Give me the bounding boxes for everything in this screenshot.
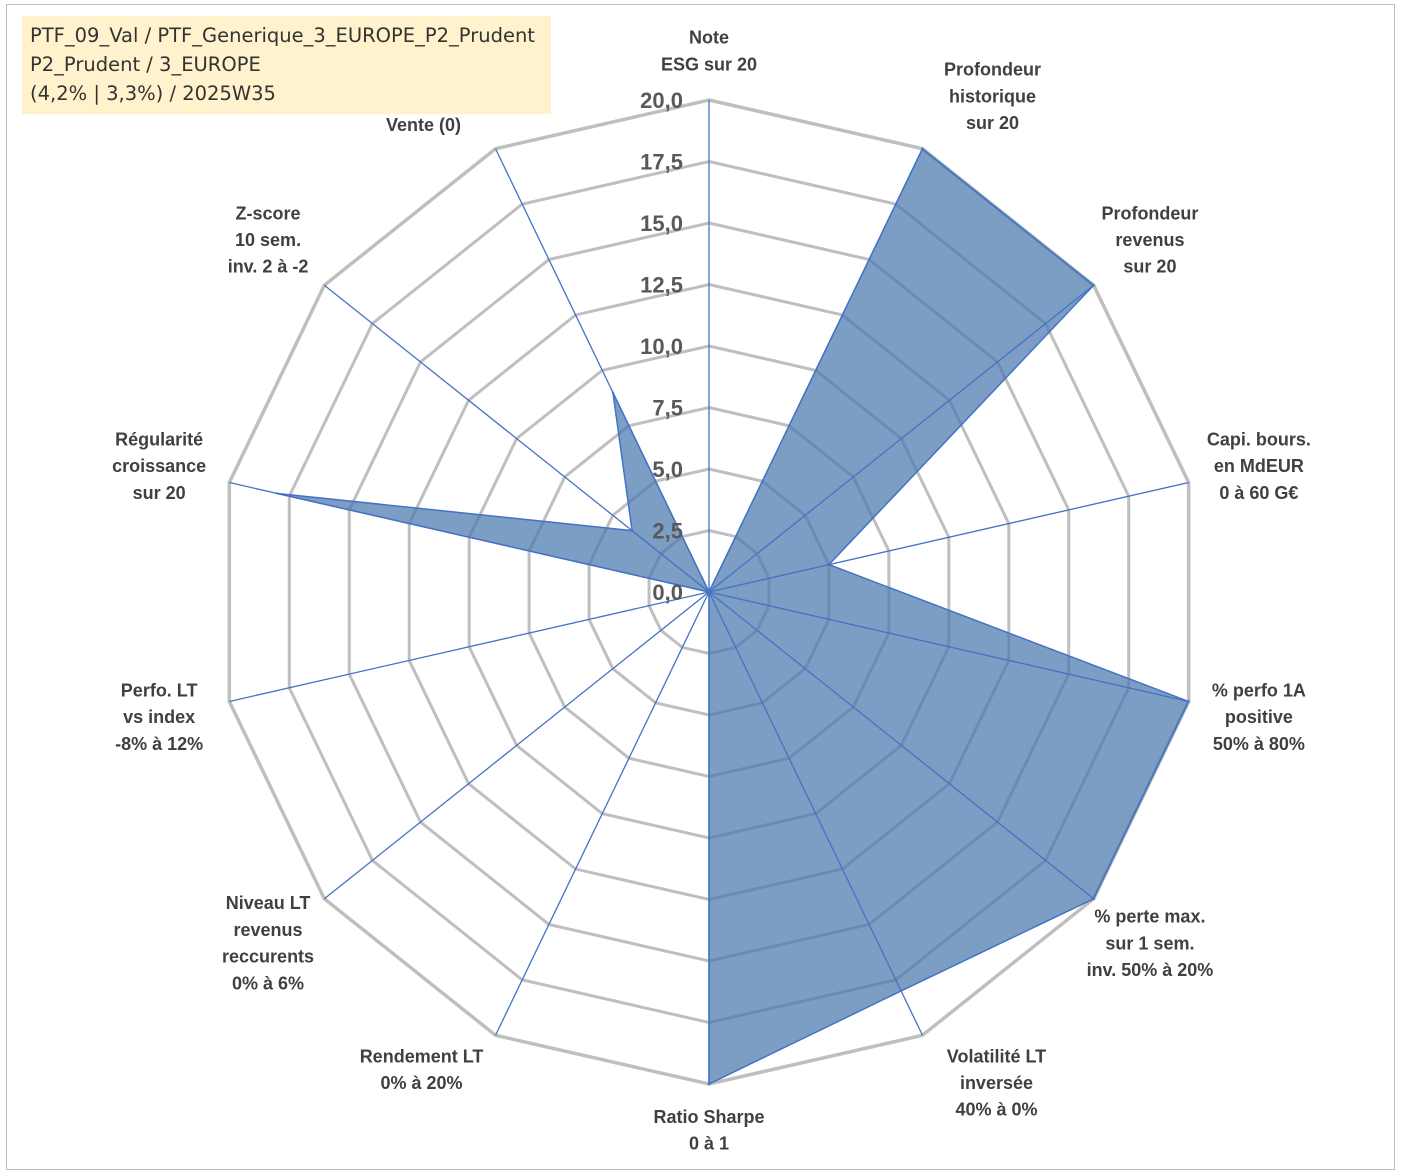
tick-label: 17,5: [640, 150, 683, 175]
axis-label: Note ESG sur 20: [661, 28, 757, 75]
axis-spoke: [708, 591, 1095, 900]
axis-label: Perfo. LT vs index -8% à 12%: [115, 680, 203, 753]
axis-label: Niveau LT revenus reccurents 0% à 6%: [222, 893, 314, 993]
tick-label: 15,0: [640, 211, 683, 236]
axis-spoke: [708, 591, 924, 1036]
portfolio-info-box: PTF_09_Val / PTF_Generique_3_EUROPE_P2_P…: [22, 16, 551, 114]
portfolio-profile: P2_Prudent / 3_EUROPE: [30, 53, 261, 76]
portfolio-stats: (4,2% | 3,3%) / 2025W35: [30, 82, 276, 105]
axis-spoke: [494, 591, 710, 1036]
axis-label: Régularité croissance sur 20: [112, 429, 206, 502]
axis-label: Ratio Sharpe 0 à 1: [653, 1107, 764, 1154]
axis-spoke: [229, 591, 710, 703]
tick-label: 0,0: [652, 580, 683, 605]
axis-label: Volatilité LT inversée 40% à 0%: [947, 1046, 1046, 1119]
axis-label: Profondeur revenus sur 20: [1101, 203, 1198, 276]
axis-label: Rendement LT 0% à 20%: [360, 1046, 484, 1093]
axis-label: Profondeur historique sur 20: [944, 60, 1041, 133]
axis-spoke: [708, 284, 1095, 593]
axis-spoke: [708, 591, 1189, 703]
axis-label: % perte max. sur 1 sem. inv. 50% à 20%: [1087, 907, 1214, 980]
axis-spoke: [708, 481, 1189, 593]
tick-label: 12,5: [640, 273, 683, 298]
axis-spoke: [494, 148, 710, 593]
tick-label: 20,0: [640, 88, 683, 113]
axis-spoke: [708, 148, 924, 593]
radar-spokes: [229, 100, 1189, 1084]
axis-spoke: [323, 591, 710, 900]
tick-label: 7,5: [652, 396, 683, 421]
axis-spoke: [229, 481, 710, 593]
radial-tick-labels: 0,0 2,5 5,0 7,5 10,0 12,5 15,0 17,5 20,0: [640, 88, 683, 605]
chart-frame: [6, 4, 1395, 1170]
axis-spoke: [323, 284, 710, 593]
radar-series-layer: [276, 147, 1190, 1086]
portfolio-title: PTF_09_Val / PTF_Generique_3_EUROPE_P2_P…: [30, 24, 535, 47]
tick-label: 10,0: [640, 334, 683, 359]
tick-label: 2,5: [652, 519, 683, 544]
axis-label: Capi. bours. en MdEUR 0 à 60 G€: [1207, 429, 1311, 502]
tick-label: 5,0: [652, 457, 683, 482]
axis-label: % perfo 1A positive 50% à 80%: [1212, 680, 1306, 753]
axis-label: Z-score 10 sem. inv. 2 à -2: [228, 203, 309, 276]
